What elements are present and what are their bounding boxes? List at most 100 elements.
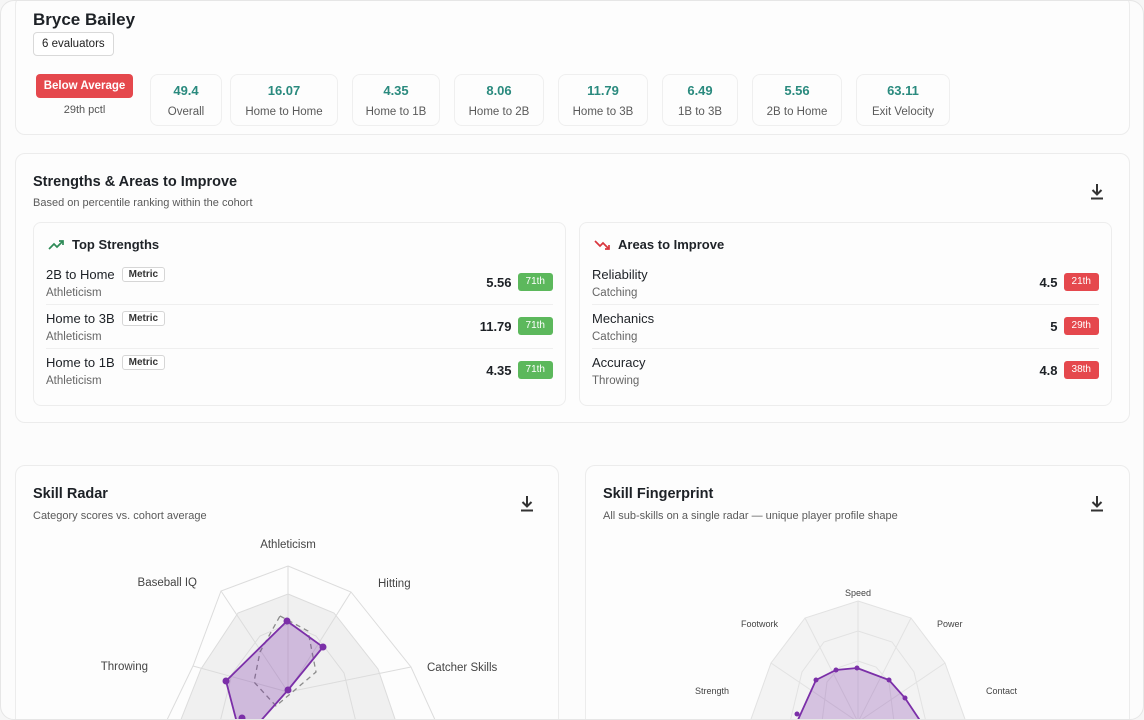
skill-fingerprint-title: Skill Fingerprint <box>603 486 714 502</box>
percentile-chip: 71th <box>517 361 553 379</box>
stat-label: Home to 3B <box>572 105 634 118</box>
areas-to-improve-list: Reliability Catching 4.5 21th Mechanics C… <box>592 261 1099 393</box>
download-icon[interactable] <box>519 495 535 513</box>
list-item: Accuracy Throwing 4.8 38th <box>592 349 1099 393</box>
item-category: Athleticism <box>46 331 102 343</box>
axis-label-hitting: Hitting <box>378 578 411 590</box>
download-icon[interactable] <box>1089 183 1105 201</box>
axis-label-footwork: Footwork <box>741 619 779 629</box>
stat-overall: 49.4 Overall <box>150 74 222 126</box>
evaluators-badge: 6 evaluators <box>33 32 114 56</box>
stat-home-to-home: 16.07 Home to Home <box>230 74 338 126</box>
item-value: 4.8 <box>1039 362 1058 378</box>
list-item: Home to 3B Metric Athleticism 11.79 71th <box>46 305 553 349</box>
stat-label: Exit Velocity <box>872 105 934 118</box>
item-category: Throwing <box>592 375 640 387</box>
cohort-average-series <box>253 615 317 707</box>
strengths-subtitle: Based on percentile ranking within the c… <box>33 197 253 209</box>
stat-label: 2B to Home <box>766 105 828 118</box>
skill-fingerprint-card: Skill Fingerprint All sub-skills on a si… <box>585 465 1130 719</box>
areas-to-improve-header: Areas to Improve <box>594 237 724 252</box>
fingerprint-point <box>854 665 860 671</box>
player-point <box>319 643 327 651</box>
stat-home-to-2b: 8.06 Home to 2B <box>454 74 544 126</box>
skill-radar-chart: Athleticism Hitting Catcher Skills Baseb… <box>101 539 498 719</box>
stat-label: Home to 2B <box>468 105 530 118</box>
percentile-chip: 29th <box>1063 317 1099 335</box>
stat-2b-to-home: 5.56 2B to Home <box>752 74 842 126</box>
skill-radar-card: Skill Radar Category scores vs. cohort a… <box>15 465 559 719</box>
radar-spoke <box>220 590 289 693</box>
strengths-title: Strengths & Areas to Improve <box>33 174 238 190</box>
list-item: Mechanics Catching 5 29th <box>592 305 1099 349</box>
item-category: Catching <box>592 287 638 299</box>
fingerprint-spoke <box>770 662 855 719</box>
stat-value: 49.4 <box>173 82 199 98</box>
fingerprint-point <box>902 695 908 701</box>
stat-label: Home to Home <box>245 105 323 118</box>
stat-value: 5.56 <box>784 82 810 98</box>
fingerprint-grid <box>750 600 966 719</box>
skill-radar-title: Skill Radar <box>33 486 108 502</box>
list-item: 2B to Home Metric Athleticism 5.56 71th <box>46 261 553 305</box>
skill-fingerprint-chart: Speed Power Contact Footwork Strength <box>695 588 1018 719</box>
metric-tag: Metric <box>121 311 166 326</box>
item-value: 4.5 <box>1039 274 1058 290</box>
radar-grid-ring <box>166 565 436 719</box>
fingerprint-spoke <box>861 662 946 719</box>
areas-to-improve-panel: Areas to Improve Reliability Catching 4.… <box>579 222 1112 406</box>
item-name: Home to 1B <box>46 355 115 370</box>
trending-down-icon <box>594 239 610 250</box>
percentile-chip: 71th <box>517 317 553 335</box>
fingerprint-spoke <box>804 617 858 719</box>
axis-label-speed: Speed <box>845 588 871 598</box>
percentile-badge: Below Average <box>35 74 134 98</box>
metric-tag: Metric <box>121 267 166 282</box>
fingerprint-point <box>886 677 892 683</box>
stat-value: 11.79 <box>587 82 619 98</box>
stat-row: Below Average 29th pctl 49.4 Overall 16.… <box>33 74 950 126</box>
axis-label-catcher-skills: Catcher Skills <box>427 662 498 674</box>
top-strengths-list: 2B to Home Metric Athleticism 5.56 71th Ho… <box>46 261 553 393</box>
radar-spoke <box>287 666 412 693</box>
item-value: 4.35 <box>486 362 512 378</box>
item-category: Catching <box>592 331 638 343</box>
stat-1b-to-3b: 6.49 1B to 3B <box>662 74 738 126</box>
axis-label-throwing: Throwing <box>101 661 148 673</box>
player-name: Bryce Bailey <box>33 10 136 29</box>
strengths-card: Strengths & Areas to Improve Based on pe… <box>15 153 1130 423</box>
metric-tag: Metric <box>121 355 166 370</box>
percentile-chip: 38th <box>1063 361 1099 379</box>
player-point <box>284 686 292 694</box>
list-item: Home to 1B Metric Athleticism 4.35 71th <box>46 349 553 393</box>
skill-radar-subtitle: Category scores vs. cohort average <box>33 510 207 522</box>
axis-label-athleticism: Athleticism <box>260 539 316 551</box>
trending-up-icon <box>48 239 64 250</box>
radar-grid <box>166 565 436 719</box>
stat-value: 4.35 <box>383 82 409 98</box>
player-point <box>222 677 230 685</box>
item-category: Athleticism <box>46 287 102 299</box>
item-name: Mechanics <box>592 311 655 326</box>
stat-value: 63.11 <box>887 82 919 98</box>
item-name: Reliability <box>592 267 648 282</box>
axis-label-baseball-iq: Baseball IQ <box>138 577 198 589</box>
download-icon[interactable] <box>1089 495 1105 513</box>
top-strengths-title: Top Strengths <box>72 237 160 252</box>
radar-spoke <box>192 665 289 693</box>
areas-to-improve-title: Areas to Improve <box>618 237 725 252</box>
fingerprint-point <box>833 667 839 673</box>
player-point <box>238 714 246 719</box>
stat-value: 16.07 <box>267 82 301 98</box>
stat-exit-velocity: 63.11 Exit Velocity <box>856 74 950 126</box>
list-item: Reliability Catching 4.5 21th <box>592 261 1099 305</box>
item-category: Athleticism <box>46 375 102 387</box>
stat-label: Home to 1B <box>365 105 427 118</box>
percentile-sub: 29th pctl <box>63 104 106 116</box>
stat-label: Overall <box>167 105 205 118</box>
stat-home-to-1b: 4.35 Home to 1B <box>352 74 440 126</box>
axis-label-power: Power <box>937 619 963 629</box>
radar-spoke <box>287 591 352 693</box>
item-value: 5.56 <box>486 274 512 290</box>
